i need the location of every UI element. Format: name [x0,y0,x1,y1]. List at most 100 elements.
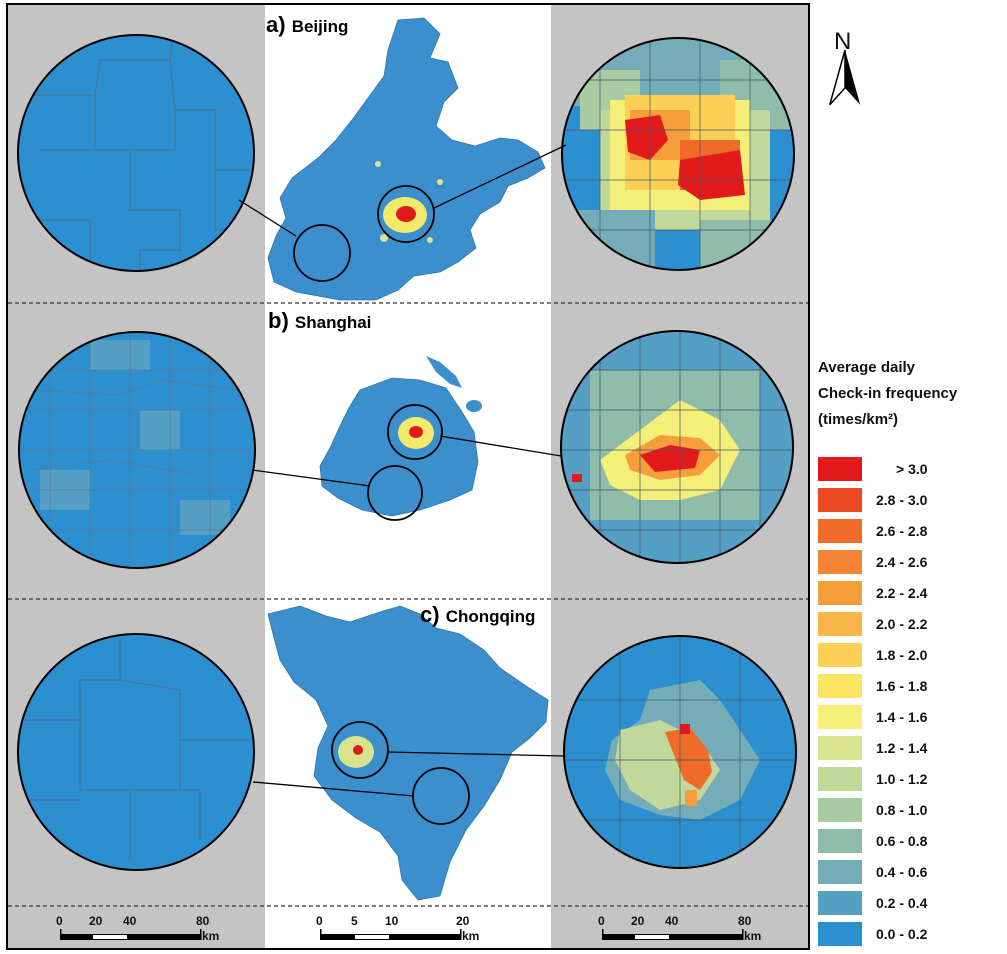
legend-label: 0.0 - 0.2 [876,925,928,942]
scale-tick-label: 80 [738,914,752,928]
scale-tick-label: 20 [89,914,103,928]
shanghai-urban-zoom [561,331,793,563]
panel-label-shanghai: b) Shanghai [268,308,371,334]
north-arrow-icon [829,50,861,106]
panel-separators [8,302,808,907]
chongqing-zoom-circle-urban [331,721,389,779]
legend-label: 1.4 - 1.6 [876,708,928,725]
shanghai-urban-zoom-border [560,330,794,564]
legend-title-line2: Check-in frequency [818,385,958,402]
legend-item: 0.0 - 0.2 [818,918,1003,949]
chongqing-urban-zoom [564,636,796,868]
scale-unit-label: km [202,929,220,943]
legend-swatch [818,828,862,853]
legend-swatch [818,487,862,512]
legend-swatch [818,921,862,946]
chongqing-rural-zoom-border [17,633,255,871]
legend-label: 2.6 - 2.8 [876,522,928,539]
panel-city: Shanghai [294,313,372,332]
legend-item: 0.6 - 0.8 [818,825,1003,856]
scale-bar-middle [320,929,462,940]
legend-label: 0.6 - 0.8 [876,832,928,849]
legend-item: 0.4 - 0.6 [818,856,1003,887]
legend-swatch [818,704,862,729]
beijing-core-red [396,206,416,222]
legend-swatch [818,611,862,636]
scale-unit-label: km [744,929,762,943]
legend-item: 2.8 - 3.0 [818,484,1003,515]
panel-letter: a) [266,12,286,37]
shanghai-rural-zoom-border [18,331,256,569]
legend-item: 1.0 - 1.2 [818,763,1003,794]
scale-tick-label: 10 [385,914,399,928]
legend-swatch [818,518,862,543]
legend-swatch [818,797,862,822]
shanghai-zoom-circle-urban [387,404,443,460]
legend-label: 2.2 - 2.4 [876,584,928,601]
legend: Average daily Check-in frequency (times/… [818,355,1003,949]
legend-swatch [818,642,862,667]
legend-label: 0.2 - 0.4 [876,894,928,911]
legend-swatch [818,890,862,915]
scale-tick-label: 80 [196,914,210,928]
legend-item: > 3.0 [818,453,1003,484]
legend-swatch [818,456,862,481]
scale-tick-label: 0 [598,914,605,928]
beijing-rural-zoom [18,35,254,271]
legend-label: 0.8 - 1.0 [876,801,928,818]
scale-tick-label: 40 [665,914,679,928]
shanghai-map-shape [319,377,479,517]
chongqing-core-red [353,745,363,755]
legend-item: 2.0 - 2.2 [818,608,1003,639]
legend-item: 1.4 - 1.6 [818,701,1003,732]
scale-tick-label: 0 [316,914,323,928]
beijing-zoom-circle-urban [377,185,435,243]
panel-label-beijing: a) Beijing [266,12,348,38]
beijing-map-shape [267,17,546,301]
scale-bar-left [60,929,202,940]
scale-tick-label: 40 [123,914,137,928]
legend-label: 2.4 - 2.6 [876,553,928,570]
scale-tick-label: 0 [56,914,63,928]
legend-item: 0.2 - 0.4 [818,887,1003,918]
legend-item: 2.2 - 2.4 [818,577,1003,608]
panel-city: Beijing [291,17,349,36]
legend-item: 0.8 - 1.0 [818,794,1003,825]
scale-unit-label: km [462,929,480,943]
legend-label: 1.2 - 1.4 [876,739,928,756]
legend-item: 1.2 - 1.4 [818,732,1003,763]
legend-title-line1: Average daily [818,359,915,376]
panel-city: Chongqing [445,607,536,626]
legend-swatch [818,673,862,698]
legend-label: 1.6 - 1.8 [876,677,928,694]
shanghai-rural-zoom [19,332,255,568]
shanghai-zoom-circle-rural [367,465,423,521]
beijing-rural-zoom-border [17,34,255,272]
legend-item: 2.4 - 2.6 [818,546,1003,577]
legend-label: 1.8 - 2.0 [876,646,928,663]
panel-label-chongqing: c) Chongqing [420,602,535,628]
legend-label: 2.8 - 3.0 [876,491,928,508]
legend-label: 2.0 - 2.2 [876,615,928,632]
scale-tick-label: 5 [351,914,358,928]
legend-item: 2.6 - 2.8 [818,515,1003,546]
legend-title-line3: (times/km²) [818,411,899,428]
legend-label: 0.4 - 0.6 [876,863,928,880]
beijing-urban-zoom [562,38,794,270]
legend-label: > 3.0 [896,460,928,477]
legend-swatch [818,766,862,791]
chongqing-urban-zoom-border [563,635,797,869]
shanghai-core-red [409,426,423,438]
legend-swatch [818,735,862,760]
scale-bar-right [602,929,744,940]
chongqing-rural-zoom [18,634,254,870]
scale-tick-label: 20 [456,914,470,928]
north-label: N [834,28,852,55]
legend-item: 1.6 - 1.8 [818,670,1003,701]
legend-label: 1.0 - 1.2 [876,770,928,787]
beijing-zoom-circle-rural [293,224,351,282]
scale-tick-label: 20 [631,914,645,928]
beijing-urban-zoom-border [561,37,795,271]
legend-swatch [818,549,862,574]
